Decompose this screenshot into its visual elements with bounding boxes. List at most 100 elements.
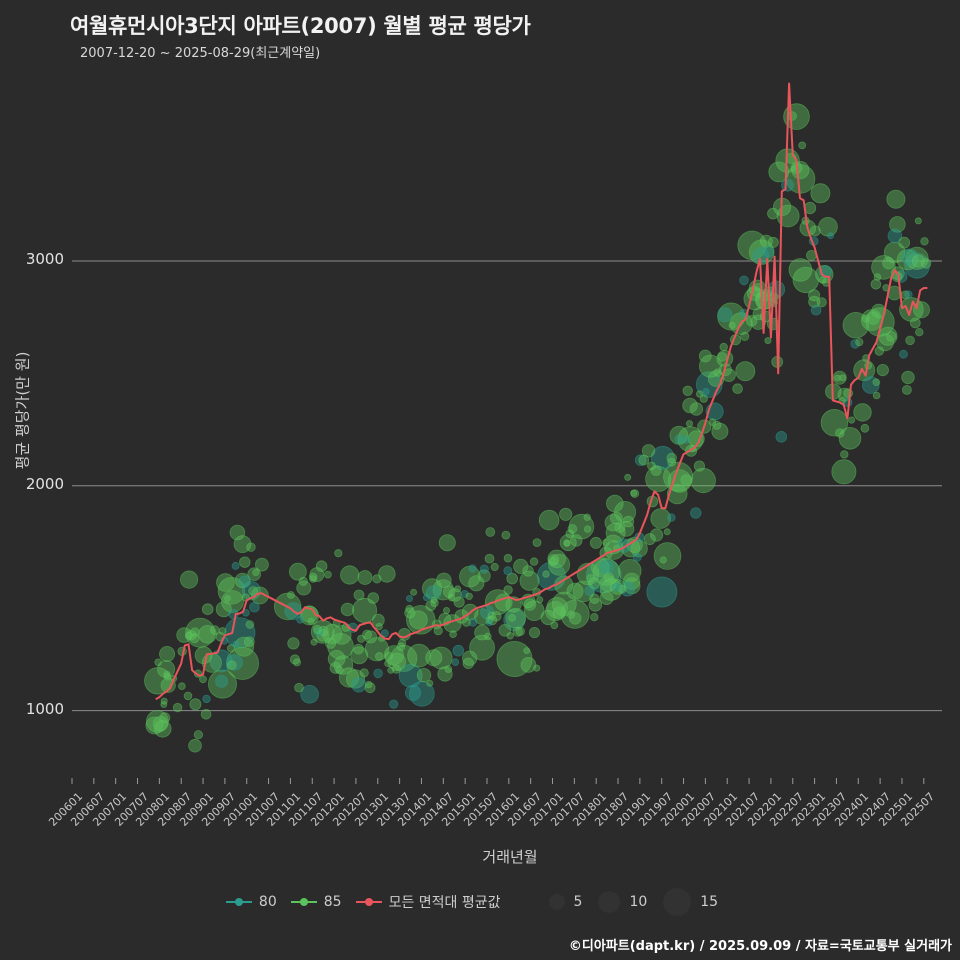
data-bubble: [643, 533, 656, 546]
data-bubble: [503, 553, 513, 563]
data-bubble: [882, 257, 895, 270]
data-bubble: [809, 225, 821, 237]
legend-item-average[interactable]: 모든 면적대 평균값: [355, 892, 501, 912]
data-bubble: [484, 589, 511, 615]
legend-item-80[interactable]: 80: [225, 894, 277, 910]
data-bubble: [563, 539, 571, 547]
data-bubble: [523, 647, 531, 654]
data-bubble: [340, 565, 360, 585]
legend-label: 85: [323, 894, 342, 910]
data-bubble: [201, 603, 214, 615]
data-bubble: [528, 626, 541, 639]
x-axis-title: 거래년월: [482, 848, 538, 866]
data-bubble: [422, 593, 431, 602]
legend-swatch-line: [355, 898, 382, 906]
data-bubble: [630, 489, 638, 497]
data-bubble: [746, 315, 758, 327]
data-bubble: [839, 374, 847, 382]
data-bubble: [740, 331, 750, 341]
data-bubble: [159, 712, 171, 724]
data-bubble: [622, 515, 635, 528]
data-bubble: [506, 632, 514, 640]
legend-label: 80: [258, 894, 277, 910]
data-bubble: [194, 646, 213, 665]
data-bubble: [447, 593, 456, 602]
data-bubble: [180, 570, 199, 589]
data-bubble: [384, 659, 392, 668]
data-bubble: [308, 572, 318, 582]
data-bubble: [246, 542, 256, 552]
data-bubble: [913, 301, 931, 319]
data-bubble: [245, 620, 255, 629]
data-bubble: [618, 520, 635, 537]
data-bubble: [160, 701, 168, 708]
data-bubble: [453, 596, 465, 608]
size-legend-label: 10: [629, 894, 648, 910]
data-bubble: [515, 626, 526, 637]
data-bubble: [352, 597, 378, 623]
data-bubble: [559, 507, 573, 521]
data-bubble: [479, 564, 489, 574]
data-bubble: [199, 675, 207, 684]
data-bubble: [243, 636, 255, 648]
data-bubble: [550, 621, 559, 630]
data-bubble: [735, 361, 756, 382]
data-bubble: [682, 435, 691, 444]
data-bubble: [702, 387, 710, 396]
data-bubble: [159, 646, 176, 663]
chart-subtitle: 2007-12-20 ~ 2025-08-29(최근계약일): [80, 46, 321, 61]
data-bubble: [759, 234, 773, 248]
data-bubble: [641, 444, 656, 458]
data-bubble: [818, 276, 827, 284]
data-bubble: [647, 461, 656, 471]
data-bubble: [405, 595, 413, 603]
data-bubble: [589, 593, 600, 605]
data-bubble: [781, 178, 794, 192]
data-bubble: [649, 528, 664, 542]
data-bubble: [810, 304, 822, 316]
size-legend-item: 10: [598, 891, 647, 913]
data-bubble: [325, 637, 337, 649]
data-bubble: [357, 634, 366, 643]
data-bubble: [224, 595, 231, 602]
data-bubble: [659, 556, 667, 564]
data-bubble: [902, 384, 912, 395]
legend-item-85[interactable]: 85: [290, 894, 342, 910]
data-bubble: [542, 570, 550, 578]
data-bubble: [172, 702, 183, 713]
data-bubble: [153, 719, 172, 738]
data-bubble: [889, 216, 906, 233]
data-bubble: [638, 454, 650, 466]
data-bubble: [353, 589, 365, 601]
data-bubble: [238, 575, 252, 588]
data-bubble: [226, 644, 236, 653]
data-bubble: [503, 566, 513, 576]
data-bubble: [717, 307, 733, 323]
data-bubble: [623, 572, 641, 590]
data-bubble: [254, 557, 269, 572]
data-bubble: [776, 204, 800, 228]
data-bubble: [835, 428, 845, 438]
data-bubble: [901, 370, 915, 385]
data-bubble: [248, 586, 259, 596]
data-bubble: [590, 613, 599, 622]
data-bubble: [549, 556, 559, 566]
data-bubble: [391, 664, 402, 674]
footer-credit: ©디아파트(dapt.kr) / 2025.09.09 / 자료=국토교통부 실…: [568, 939, 952, 954]
data-bubble: [816, 297, 827, 308]
data-bubble: [373, 668, 383, 679]
data-bubble: [920, 237, 929, 246]
data-bubble: [827, 232, 834, 240]
data-bubble: [767, 207, 779, 220]
data-bubble: [860, 423, 870, 433]
data-bubble: [425, 649, 443, 667]
data-bubble: [599, 578, 623, 601]
data-bubble: [378, 565, 396, 583]
data-bubble: [226, 654, 243, 671]
data-bubble: [810, 183, 831, 204]
y-tick-label: 3000: [25, 250, 64, 269]
data-bubble: [788, 258, 813, 282]
data-bubble: [887, 228, 903, 244]
data-bubble: [506, 572, 519, 585]
